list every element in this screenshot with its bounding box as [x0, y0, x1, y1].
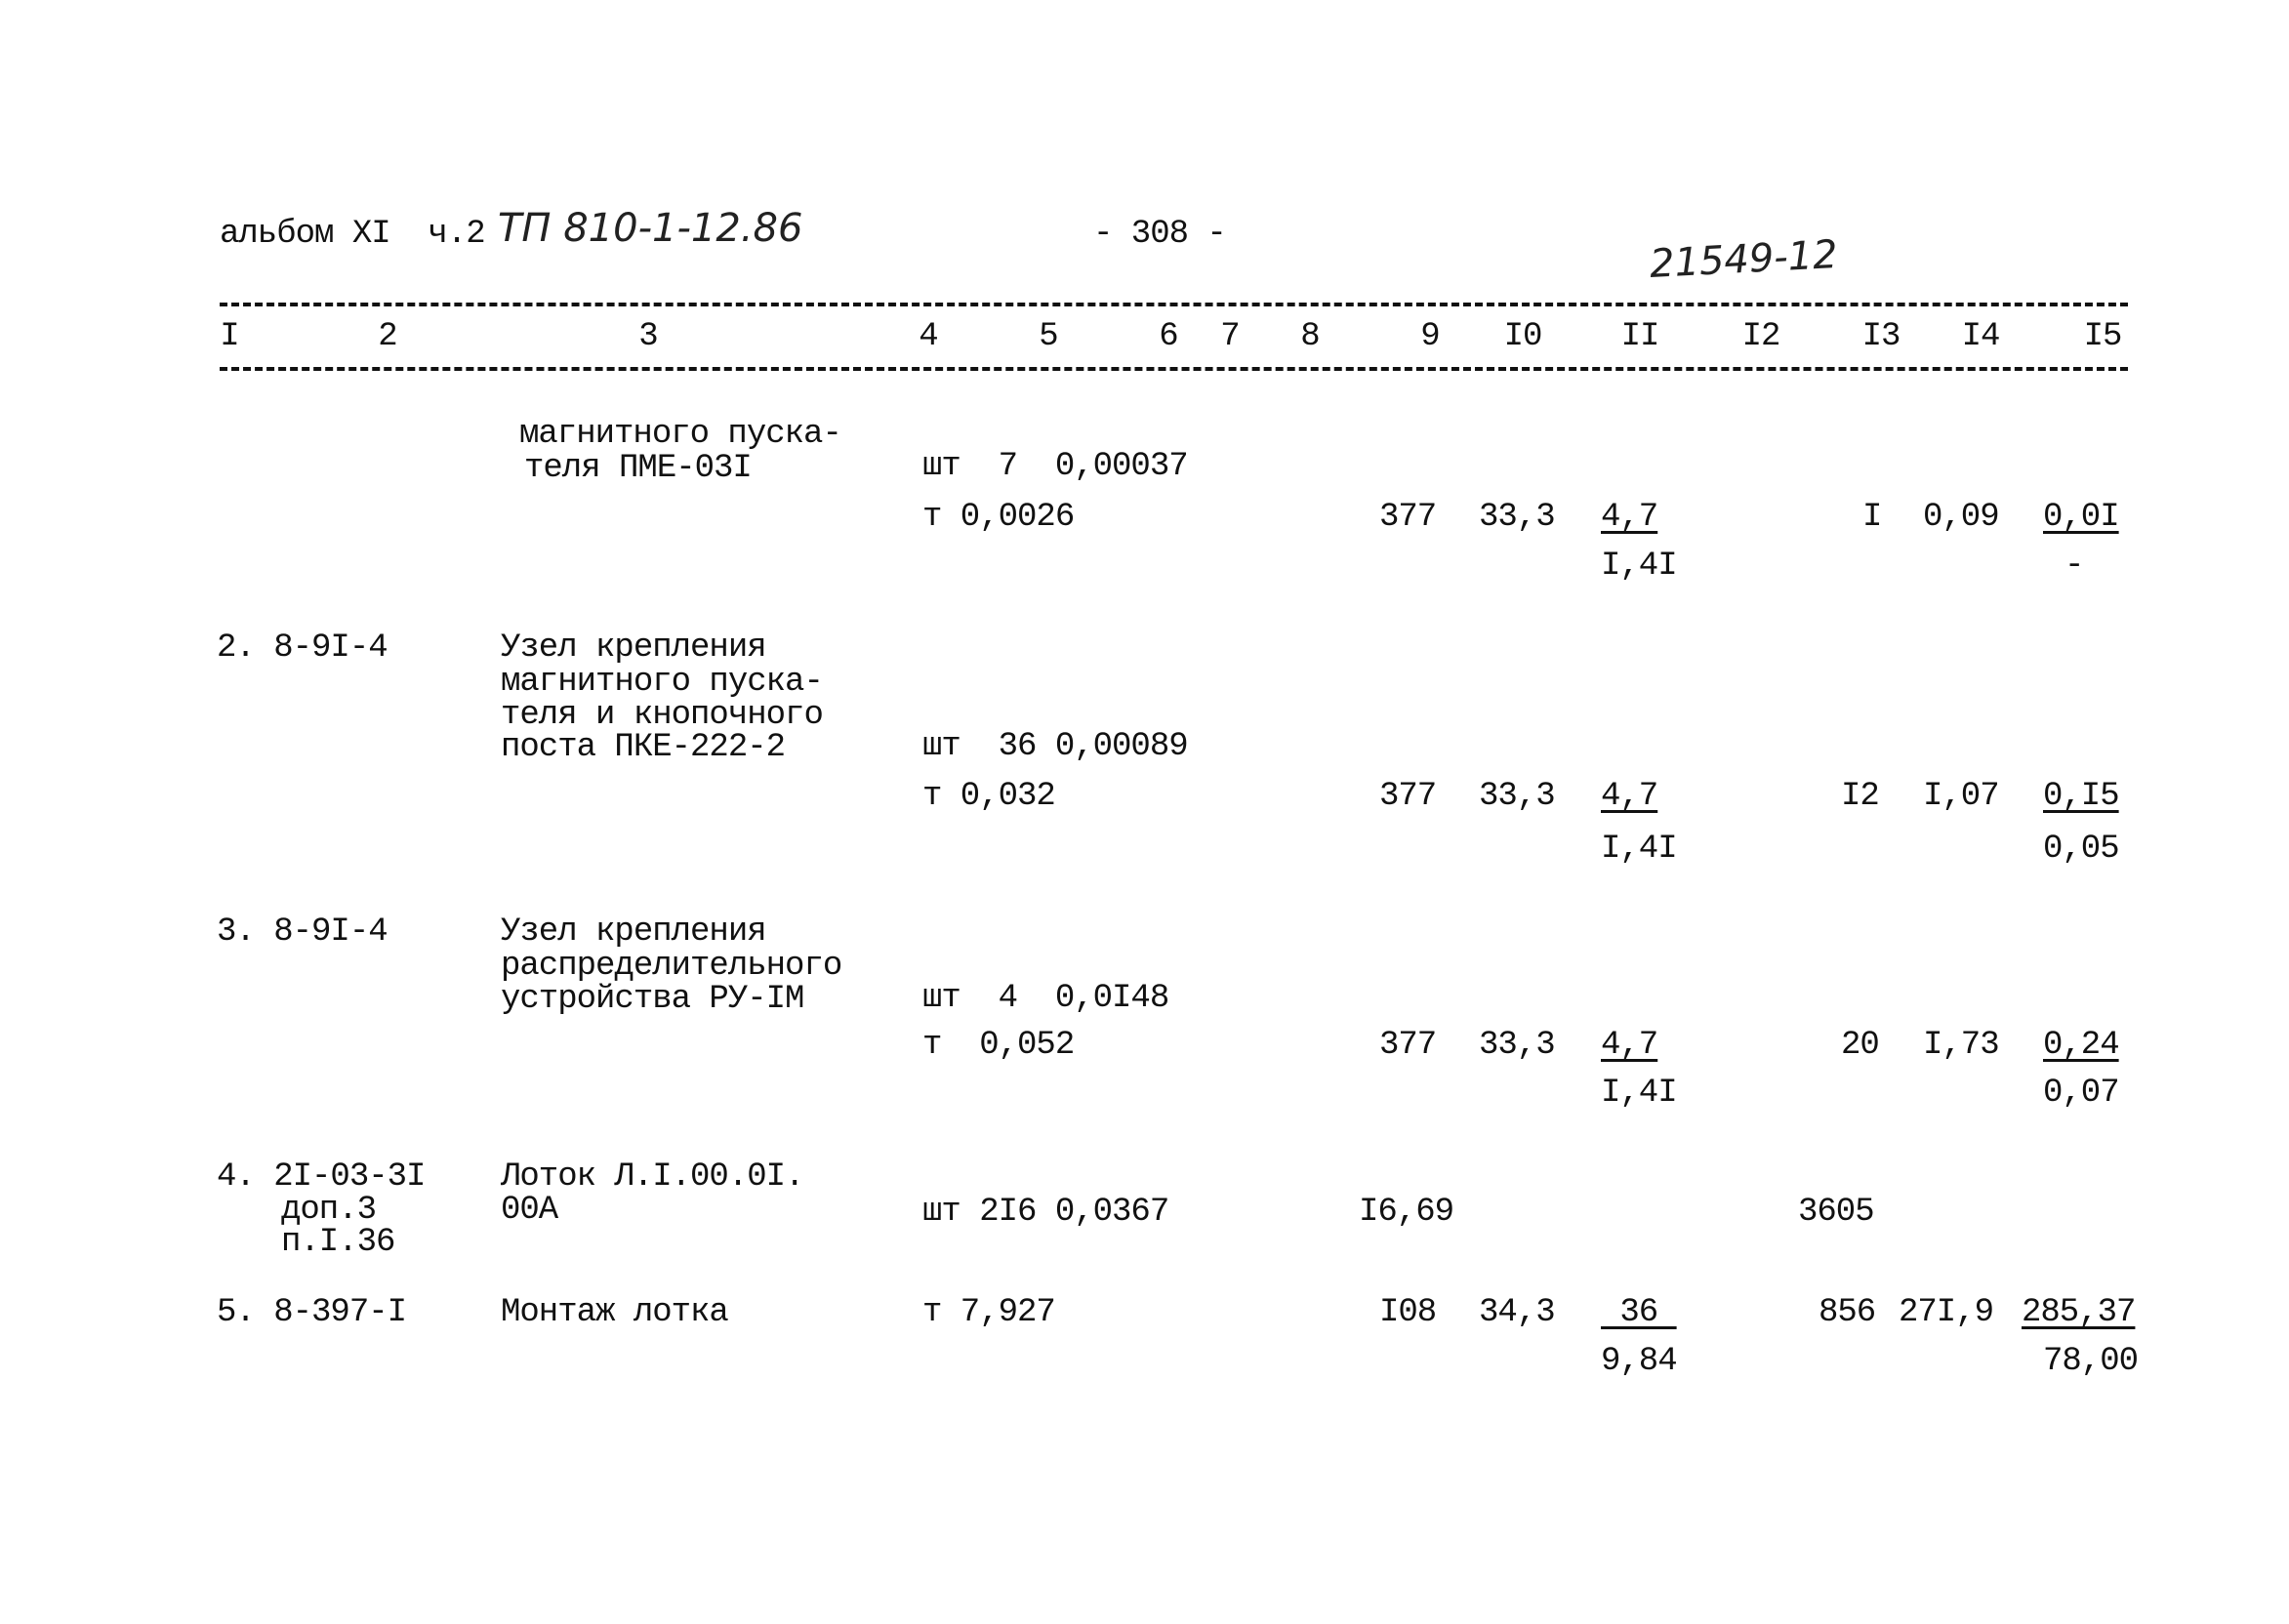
- row-col15-top: 285,37: [2022, 1294, 2136, 1331]
- row-col11-top: 4,7: [1601, 1027, 1658, 1064]
- row-col9: 377: [1379, 499, 1437, 536]
- row-col10: 33,3: [1479, 778, 1556, 815]
- row-col9: I08: [1379, 1294, 1437, 1331]
- column-header: 4: [919, 318, 938, 355]
- column-header: 6: [1159, 318, 1178, 355]
- row-description: Узел крепления: [501, 914, 767, 951]
- row-weight: т 0,0026: [922, 499, 1075, 536]
- row-quantity: шт 7 0,00037: [922, 448, 1189, 485]
- row-description: теля и кнопочного: [501, 697, 824, 734]
- row-col15-top: 0,I5: [2043, 778, 2120, 815]
- row-col10: 34,3: [1479, 1294, 1556, 1331]
- row-col11-top: 36: [1601, 1294, 1677, 1331]
- row-col14: I,07: [1923, 778, 2000, 815]
- row-number: 5. 8-397-I: [217, 1294, 407, 1331]
- row-description: Узел крепления: [501, 629, 767, 667]
- row-col13: I2: [1841, 778, 1880, 815]
- row-number: 4. 2I-03-3I: [217, 1158, 426, 1196]
- doc-number-handwritten: 21549-12: [1648, 231, 1839, 288]
- column-header: 9: [1420, 318, 1440, 355]
- table-header-top-rule: [220, 303, 2128, 306]
- column-header: 7: [1220, 318, 1240, 355]
- row-weight: т 0,032: [922, 778, 1056, 815]
- row-description: распределительного: [501, 948, 842, 985]
- column-header: I5: [2083, 318, 2123, 355]
- row-col13: I: [1862, 499, 1882, 536]
- row-description: Монтаж лотка: [501, 1294, 729, 1331]
- page-number: - 308 -: [1093, 216, 1227, 253]
- row-col11-top: 4,7: [1601, 499, 1658, 536]
- row-quantity: шт 4 0,0I48: [922, 980, 1169, 1017]
- column-header: II: [1620, 318, 1660, 355]
- project-handwritten: ТП 810-1-12.86: [498, 206, 803, 251]
- row-description: устройства РУ-IМ: [501, 981, 804, 1018]
- row-col11-bottom: I,4I: [1601, 1075, 1678, 1112]
- row-quantity: шт 2I6 0,0367: [922, 1194, 1169, 1231]
- row-col14: 0,09: [1923, 499, 2000, 536]
- row-description: поста ПКЕ-222-2: [501, 729, 786, 766]
- row-col15-bottom: -: [2064, 548, 2084, 585]
- row-number: 3. 8-9I-4: [217, 914, 388, 951]
- row-col11-bottom: I,4I: [1601, 831, 1678, 868]
- row-col15-bottom: 78,00: [2043, 1343, 2139, 1380]
- row-col15-top: 0,24: [2043, 1027, 2120, 1064]
- row-quantity: шт 36 0,00089: [922, 728, 1189, 765]
- row-weight: т 0,052: [922, 1027, 1075, 1064]
- row-col9: 377: [1379, 1027, 1437, 1064]
- row-description: теля ПМЕ-03I: [524, 450, 753, 487]
- column-header: I2: [1741, 318, 1781, 355]
- row-number: 2. 8-9I-4: [217, 629, 388, 667]
- row-col13: 20: [1841, 1027, 1880, 1064]
- column-header: 2: [378, 318, 397, 355]
- row-col9: 377: [1379, 778, 1437, 815]
- row-col12: 856: [1819, 1294, 1876, 1331]
- row-col15-top: 0,0I: [2043, 499, 2120, 536]
- row-number-extra: п.I.36: [281, 1224, 395, 1261]
- row-col11-bottom: 9,84: [1601, 1343, 1678, 1380]
- column-header: I0: [1503, 318, 1543, 355]
- row-col15-bottom: 0,05: [2043, 831, 2120, 868]
- row-col12: 3605: [1798, 1194, 1875, 1231]
- row-number-extra: доп.3: [281, 1192, 377, 1229]
- row-col9: I6,69: [1359, 1194, 1454, 1231]
- row-col10: 33,3: [1479, 499, 1556, 536]
- row-col13: 27I,9: [1899, 1294, 1994, 1331]
- column-header: 8: [1300, 318, 1320, 355]
- row-col14: I,73: [1923, 1027, 2000, 1064]
- row-description: магнитного пуска-: [519, 416, 842, 453]
- row-description: Лоток Л.I.00.0I.: [501, 1158, 804, 1196]
- column-header: I3: [1861, 318, 1901, 355]
- row-description: магнитного пуска-: [501, 664, 824, 701]
- row-col15-bottom: 0,07: [2043, 1075, 2120, 1112]
- column-header: I: [220, 318, 239, 355]
- row-col10: 33,3: [1479, 1027, 1556, 1064]
- row-col11-top: 4,7: [1601, 778, 1658, 815]
- table-header-bottom-rule: [220, 367, 2128, 371]
- column-header: I4: [1961, 318, 2001, 355]
- column-header: 5: [1039, 318, 1058, 355]
- column-header: 3: [638, 318, 658, 355]
- row-description: 00А: [501, 1192, 558, 1229]
- album-label: альбом XI ч.2: [220, 216, 486, 253]
- row-col11-bottom: I,4I: [1601, 548, 1678, 585]
- row-weight: т 7,927: [922, 1294, 1056, 1331]
